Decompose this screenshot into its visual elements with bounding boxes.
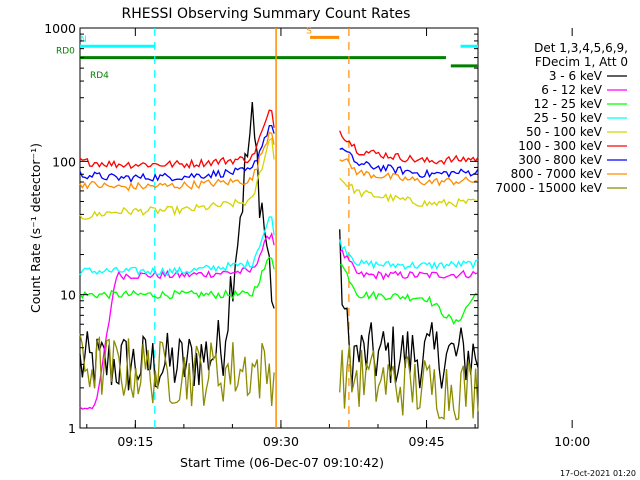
x-tick-label: 09:30 <box>263 434 299 449</box>
legend-label-300-800-kev: 300 - 800 keV <box>518 153 602 167</box>
plot-frame <box>79 27 479 429</box>
y-tick-label: 1000 <box>44 21 76 36</box>
y-tick-label: 10 <box>60 288 76 303</box>
legend-label-25-50-kev: 25 - 50 keV <box>534 111 603 125</box>
x-tick-label: 09:45 <box>409 434 445 449</box>
series-6-12-kev <box>79 231 479 410</box>
series-group <box>79 101 479 421</box>
legend-header-line: Det 1,3,4,5,6,9, <box>534 41 628 55</box>
series-3-6-kev <box>79 101 479 391</box>
flag-label-rd4: RD4 <box>90 71 109 81</box>
legend-label-3-6-kev: 3 - 6 keV <box>549 69 603 83</box>
flag-label-s: S <box>306 26 312 36</box>
legend-label-50-100-kev: 50 - 100 keV <box>526 125 603 139</box>
y-axis-ticks: 1 10 100 1000 <box>44 21 478 436</box>
footer-timestamp: 17-Oct-2021 01:20 <box>560 469 636 478</box>
instrument-flags: S N RD0 RD4 <box>56 26 478 81</box>
x-tick-label: 09:15 <box>117 434 153 449</box>
series-12-25-kev <box>79 256 479 325</box>
legend-label-7000-15000-kev: 7000 - 15000 keV <box>495 181 602 195</box>
attenuator-lines <box>154 28 350 428</box>
series-300-800-kev <box>79 124 479 183</box>
series-7000-15000-kev <box>79 333 479 421</box>
legend-label-6-12-kev: 6 - 12 keV <box>541 83 603 97</box>
flag-label-rd0: RD0 <box>56 47 75 57</box>
series-25-50-kev <box>79 216 479 277</box>
series-800-7000-kev <box>79 131 479 192</box>
legend-label-800-7000-kev: 800 - 7000 keV <box>511 167 603 181</box>
y-axis-label: Count Rate (s⁻¹ detector⁻¹) <box>28 143 43 313</box>
series-50-100-kev <box>79 137 479 220</box>
series-100-300-kev <box>79 109 479 170</box>
legend-label-12-25-kev: 12 - 25 keV <box>534 97 603 111</box>
chart-title: RHESSI Observing Summary Count Rates <box>122 6 411 22</box>
y-tick-label: 1 <box>68 421 76 436</box>
x-tick-label: 10:00 <box>554 434 590 449</box>
legend-header-line: FDecim 1, Att 0 <box>535 55 628 69</box>
flag-label-n: N <box>80 35 87 45</box>
x-axis-label: Start Time (06-Dec-07 09:10:42) <box>180 455 384 470</box>
legend: Det 1,3,4,5,6,9,FDecim 1, Att 03 - 6 keV… <box>495 41 628 195</box>
legend-label-100-300-kev: 100 - 300 keV <box>518 139 602 153</box>
y-tick-label: 100 <box>52 154 76 169</box>
